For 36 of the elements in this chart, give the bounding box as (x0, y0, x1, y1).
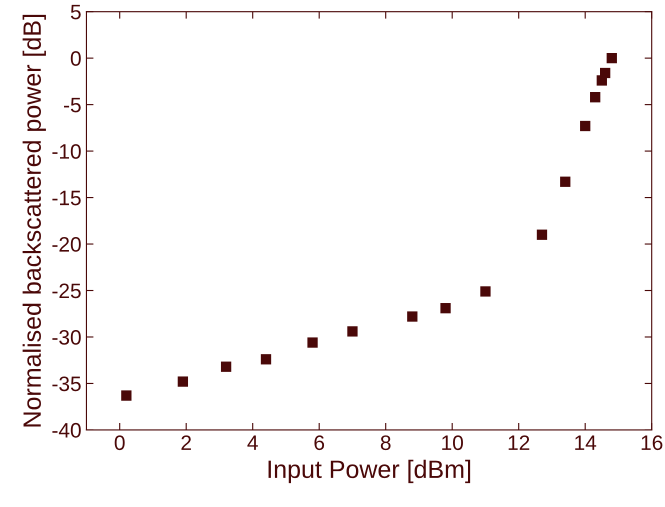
x-tick-label: 6 (314, 435, 324, 450)
y-tick-label: -20 (52, 237, 81, 252)
point (347, 326, 358, 337)
y-axis-title: Normalised backscattered power [dB] (22, 14, 46, 426)
point (260, 354, 272, 364)
point (590, 92, 600, 102)
point (407, 311, 418, 322)
point (178, 376, 188, 387)
y-tick-label: -40 (52, 422, 81, 438)
x-tick-label: 8 (380, 435, 391, 450)
y-tick-label: 0 (70, 51, 81, 66)
x-tick-label: 0 (114, 435, 125, 450)
point (480, 286, 491, 297)
x-tick-label: 10 (442, 435, 463, 450)
point (307, 337, 318, 348)
point (536, 230, 548, 240)
y-tick-label: -35 (52, 376, 81, 392)
y-tick-label: -5 (64, 98, 81, 112)
x-tick-label: 4 (247, 436, 258, 450)
point (220, 362, 232, 372)
x-tick-label: 16 (642, 435, 662, 450)
point (560, 176, 570, 187)
x-tick-label: 2 (181, 435, 191, 450)
point (606, 52, 617, 64)
y-tick-label: -30 (52, 330, 81, 345)
point (600, 68, 610, 78)
x-tick-label: 14 (575, 436, 596, 450)
y-tick-label: -10 (52, 144, 81, 159)
point (121, 390, 132, 401)
y-tick-label: 5 (70, 4, 81, 20)
x-axis-title: Input Power [dBm] (268, 460, 470, 484)
point (440, 303, 451, 314)
y-tick-label: -25 (52, 284, 81, 298)
y-tick-label: -15 (52, 190, 81, 206)
x-tick-label: 12 (508, 435, 530, 450)
point (580, 120, 590, 132)
